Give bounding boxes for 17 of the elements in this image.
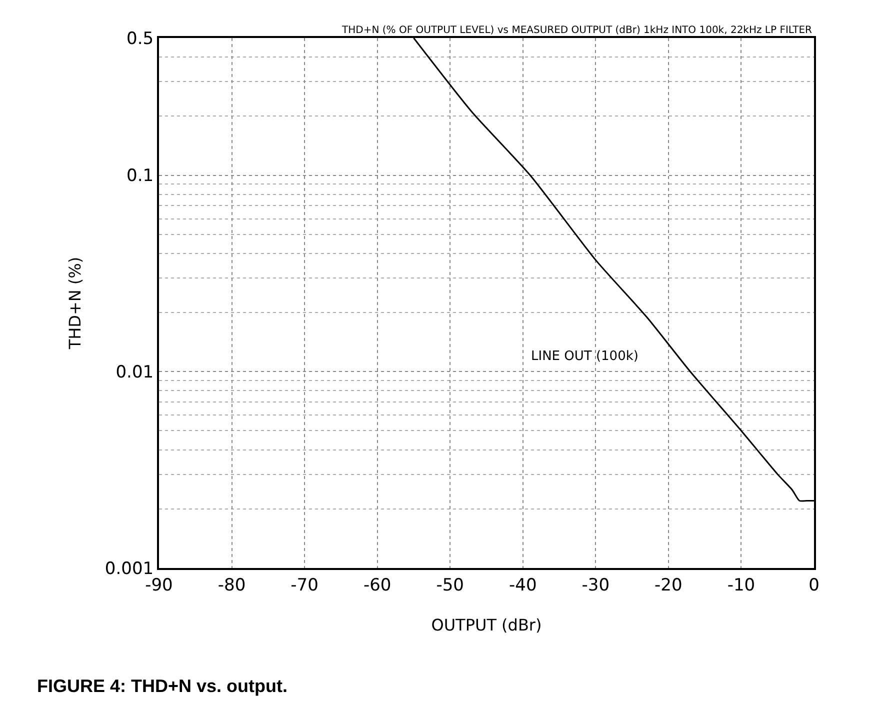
caption: FIGURE 4: THD+N vs. output. [37, 676, 288, 696]
x-tick-label: -80 [218, 575, 246, 596]
x-tick-label: 0 [808, 575, 820, 596]
x-tick-label: -60 [363, 575, 392, 596]
x-tick-label: -10 [727, 575, 756, 596]
chart-title: THD+N (% OF OUTPUT LEVEL) vs MEASURED OUTPUT (dBr) 1kHz INTO 100k, 22kHz LP FILTER [341, 25, 812, 36]
x-tick-label: -20 [654, 575, 682, 596]
y-tick-label: 0.5 [126, 28, 154, 49]
y-axis-title: THD+N (%) [65, 256, 84, 350]
y-tick-label: 0.1 [126, 166, 154, 186]
x-tick-label: -30 [582, 575, 610, 596]
x-tick-label: -40 [509, 575, 537, 596]
x-axis-title: OUTPUT (dBr) [431, 616, 542, 635]
x-tick-label: -70 [290, 575, 318, 596]
y-tick-label: 0.01 [116, 362, 154, 383]
x-tick-label: -50 [436, 575, 464, 596]
annotation: LINE OUT (100k) [531, 349, 638, 364]
